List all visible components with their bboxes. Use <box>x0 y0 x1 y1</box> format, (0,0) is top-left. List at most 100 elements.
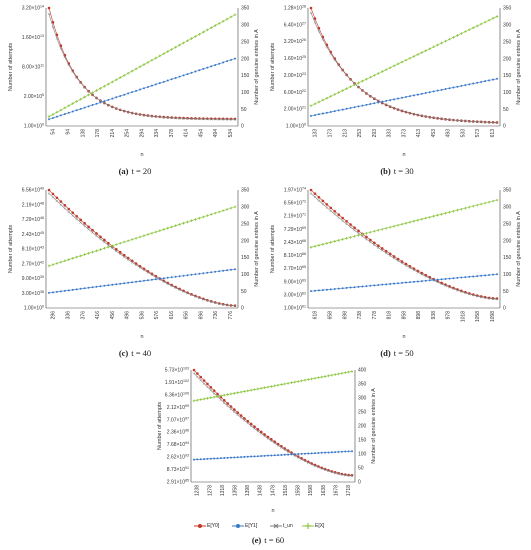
data-point-tun <box>464 291 467 295</box>
data-point-tun <box>396 108 400 111</box>
data-point-tun <box>491 121 495 124</box>
x-tick-label: 1278 <box>207 485 213 496</box>
data-point-tun <box>138 266 142 269</box>
data-point-tun <box>325 45 329 49</box>
data-point-ey1 <box>317 113 320 116</box>
data-point-ey1 <box>460 276 463 279</box>
data-point-ey0 <box>170 116 173 119</box>
data-point-ey1 <box>310 114 312 117</box>
y-axis-right-label: Number of genuine entries in A <box>516 29 522 105</box>
data-point-ex <box>444 39 447 43</box>
data-point-tun <box>134 263 138 267</box>
y-right-tick-label: 350 <box>358 382 367 388</box>
data-point-ey0 <box>249 422 253 426</box>
legend-label: E[X] <box>315 523 325 529</box>
data-point-ey1 <box>236 456 239 459</box>
data-point-ey1 <box>416 280 419 283</box>
data-point-ex <box>194 218 197 221</box>
data-point-ey1 <box>79 287 82 290</box>
data-point-tun <box>115 107 118 110</box>
data-point-ex <box>47 264 51 268</box>
data-point-ey1 <box>107 98 110 101</box>
data-point-ey1 <box>341 287 344 290</box>
x-tick-label: 1598 <box>308 485 314 496</box>
data-point-ey1 <box>436 278 439 281</box>
x-tick-label: 778 <box>372 311 378 320</box>
data-point-tun <box>327 469 330 473</box>
data-point-ex <box>296 380 300 383</box>
x-tick-label: 214 <box>110 129 116 138</box>
data-point-tun <box>333 58 337 62</box>
data-point-tun <box>345 73 348 77</box>
x-tick-label: 738 <box>357 311 363 320</box>
data-point-ey0 <box>118 250 122 254</box>
data-point-ey1 <box>341 108 344 111</box>
data-point-ex <box>229 206 233 210</box>
data-point-tun <box>329 209 333 213</box>
data-point-tun <box>428 277 431 280</box>
y-right-tick-label: 50 <box>503 289 509 295</box>
x-tick-label: 376 <box>80 311 86 320</box>
data-point-ey1 <box>334 451 337 454</box>
caption-letter: (e) <box>251 535 262 545</box>
data-point-ex <box>174 224 177 227</box>
x-tick-label: 213 <box>342 129 348 138</box>
data-point-tun <box>142 268 146 272</box>
data-point-tun <box>71 70 75 74</box>
data-point-ey1 <box>223 456 226 459</box>
data-point-ey0 <box>243 417 246 420</box>
data-point-tun <box>47 192 51 195</box>
data-point-tun <box>448 118 451 121</box>
y-right-tick-label: 100 <box>503 90 512 96</box>
y-right-tick-label: 0 <box>241 306 244 312</box>
data-point-ex <box>487 18 491 22</box>
x-tick-label: 253 <box>357 129 363 138</box>
data-point-tun <box>365 91 368 95</box>
data-point-ey1 <box>226 60 229 63</box>
data-point-ey1 <box>325 288 328 291</box>
data-point-tun <box>217 302 221 305</box>
data-point-ey0 <box>75 214 79 218</box>
data-point-ey0 <box>357 229 360 233</box>
data-point-ey0 <box>95 232 98 235</box>
data-point-ey1 <box>349 286 352 289</box>
data-point-tun <box>71 214 75 217</box>
data-point-ey1 <box>107 284 110 287</box>
data-point-ey0 <box>337 63 341 66</box>
caption-letter: (d) <box>380 348 391 358</box>
y-left-tick-label: 7.68×1094 <box>167 441 189 448</box>
data-point-ex <box>91 250 94 254</box>
data-point-tun <box>243 419 246 422</box>
data-point-ex <box>400 222 404 226</box>
data-point-ex <box>95 89 98 92</box>
data-point-ey1 <box>373 102 376 105</box>
data-point-ey1 <box>330 451 333 454</box>
data-point-ex <box>323 375 327 378</box>
data-point-ex <box>491 17 495 20</box>
y-right-tick-label: 100 <box>241 90 250 96</box>
y-left-tick-label: 5.73×10103 <box>165 367 189 374</box>
y-right-tick-label: 0 <box>358 480 361 486</box>
data-point-ey1 <box>162 80 165 83</box>
data-point-ex <box>221 209 225 212</box>
data-point-tun <box>134 112 138 116</box>
data-point-tun <box>87 90 90 93</box>
data-point-ex <box>256 387 260 391</box>
data-point-ex <box>71 257 75 260</box>
data-point-tun <box>59 47 63 50</box>
data-point-tun <box>349 225 352 229</box>
data-point-ex <box>162 52 166 56</box>
y-left-tick-label: 1.97×1074 <box>284 187 306 194</box>
data-point-tun <box>266 437 270 440</box>
data-point-ey1 <box>79 107 82 110</box>
data-point-ey1 <box>234 268 236 271</box>
x-tick-label: 294 <box>139 129 145 138</box>
data-point-ey1 <box>472 82 475 85</box>
data-point-ey0 <box>51 21 55 24</box>
data-point-tun <box>321 202 325 206</box>
data-point-ex <box>309 104 313 108</box>
data-point-ex <box>464 30 467 33</box>
data-point-ey1 <box>83 287 86 290</box>
y-right-tick-label: 200 <box>503 238 512 244</box>
data-point-ex <box>249 388 253 392</box>
